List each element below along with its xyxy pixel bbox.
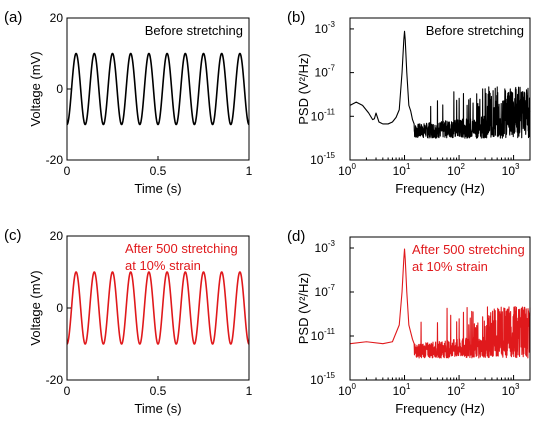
y-tick-exponent: -3: [328, 20, 336, 29]
x-tick-label: 101: [393, 162, 411, 178]
series-line: [349, 248, 531, 359]
x-axis-label: Time (s): [134, 181, 181, 196]
panel-label: (d): [287, 228, 305, 245]
y-tick-label: 0: [56, 82, 63, 96]
x-tick-label: 101: [393, 382, 411, 398]
chart-panel-b: (b)100 101 102 10310-1510-1110-710-3Frequen…: [287, 9, 531, 196]
y-axis-label: PSD (V²/Hz): [296, 273, 311, 345]
panel-label: (a): [4, 9, 22, 26]
y-tick-exponent: -15: [323, 151, 335, 160]
x-tick-label: 100: [338, 382, 356, 398]
series-line: [66, 271, 250, 345]
x-tick-label: 100: [338, 162, 356, 178]
y-tick-label: 10-7: [315, 64, 336, 80]
x-tick-exponent: 2: [461, 382, 466, 391]
annotation-text: After 500 stretching: [412, 242, 525, 257]
x-axis-label: Frequency (Hz): [395, 401, 485, 416]
y-tick-label: 10-7: [315, 283, 336, 299]
x-tick-label: 1: [246, 384, 253, 398]
plot-frame: [66, 17, 250, 161]
panel-label: (c): [4, 227, 22, 244]
x-tick-label: 1: [246, 164, 253, 178]
y-tick-label: 20: [50, 11, 64, 25]
y-tick-exponent: -11: [324, 327, 336, 336]
y-axis-label: Voltage (mV): [28, 51, 43, 126]
plot-frame: [349, 17, 531, 161]
y-tick-exponent: -3: [328, 239, 336, 248]
x-tick-exponent: 3: [515, 162, 520, 171]
y-axis-label: Voltage (mV): [28, 270, 43, 345]
series-line: [66, 52, 250, 126]
x-tick-exponent: 0: [351, 162, 356, 171]
x-tick-label: 0.5: [150, 384, 167, 398]
x-tick-label: 0: [64, 164, 71, 178]
x-tick-label: 0.5: [150, 164, 167, 178]
x-tick-exponent: 1: [406, 162, 411, 171]
x-tick-label: 102: [447, 382, 465, 398]
x-tick-exponent: 3: [515, 382, 520, 391]
y-tick-exponent: -15: [323, 371, 335, 380]
x-tick-exponent: 2: [461, 162, 466, 171]
y-tick-exponent: -7: [328, 283, 336, 292]
y-tick-exponent: -11: [324, 107, 336, 116]
y-tick-label: 10-3: [315, 20, 336, 36]
plot-frame: [349, 236, 531, 381]
y-tick-label: 10-11: [311, 107, 336, 123]
y-tick-exponent: -7: [328, 64, 336, 73]
y-tick-label: 10-3: [315, 239, 336, 255]
y-tick-label: 10-15: [310, 371, 335, 387]
x-tick-label: 103: [502, 162, 520, 178]
annotation-text: After 500 stretching: [125, 241, 238, 256]
annotation-text: at 10% strain: [125, 258, 201, 273]
annotation-text: at 10% strain: [412, 259, 488, 274]
x-axis-label: Time (s): [134, 401, 181, 416]
y-tick-label: -20: [46, 373, 64, 387]
y-tick-label: 10-11: [311, 327, 336, 343]
chart-panel-d: (d)100 101 102 10310-1510-1110-710-3Frequen…: [287, 228, 531, 416]
y-tick-label: -20: [46, 153, 64, 167]
x-tick-exponent: 1: [406, 382, 411, 391]
y-tick-label: 0: [56, 301, 63, 315]
y-axis-label: PSD (V²/Hz): [296, 53, 311, 125]
annotation-text: Before stretching: [426, 23, 524, 38]
y-tick-label: 20: [50, 229, 64, 243]
x-tick-exponent: 0: [351, 382, 356, 391]
x-tick-label: 0: [64, 384, 71, 398]
annotation-text: Before stretching: [145, 23, 243, 38]
x-axis-label: Frequency (Hz): [395, 181, 485, 196]
series-line: [349, 30, 531, 139]
panel-label: (b): [287, 9, 305, 26]
x-tick-label: 102: [447, 162, 465, 178]
x-tick-label: 103: [502, 382, 520, 398]
y-tick-label: 10-15: [310, 151, 335, 167]
